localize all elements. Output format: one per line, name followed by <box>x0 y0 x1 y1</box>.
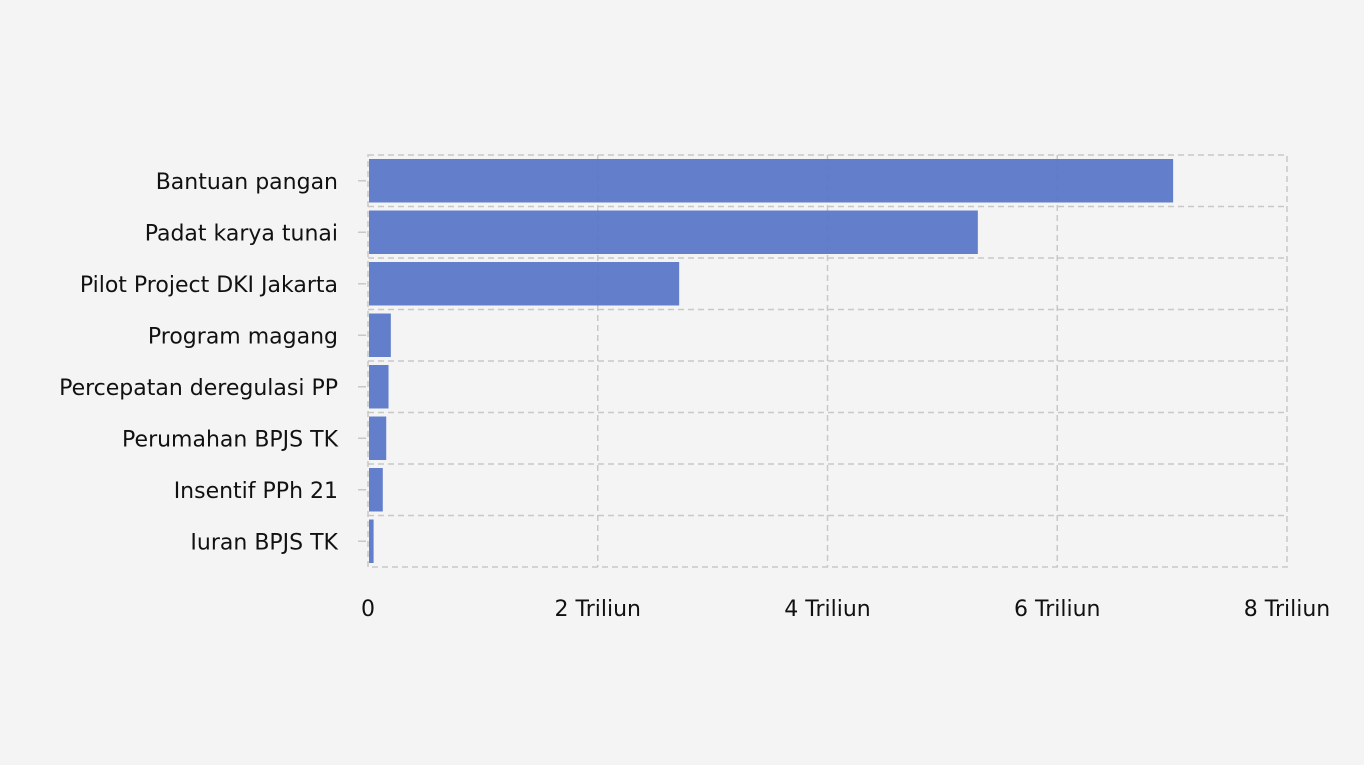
x-tick-label-layer: 0 2 Triliun 4 Triliun 6 Triliun 8 Triliun <box>361 597 1330 622</box>
category-label: Bantuan pangan <box>156 170 338 195</box>
bar <box>369 519 374 563</box>
category-label: Insentif PPh 21 <box>174 479 338 504</box>
bar <box>369 468 383 512</box>
category-label: Pilot Project DKI Jakarta <box>80 273 338 298</box>
category-label: Program magang <box>148 324 338 349</box>
bar <box>369 262 680 306</box>
x-tick-label: 8 Triliun <box>1244 597 1330 622</box>
category-label: Percepatan deregulasi PP <box>59 376 338 401</box>
x-tick-label: 2 Triliun <box>555 597 641 622</box>
bar <box>369 159 1174 203</box>
x-tick-label: 6 Triliun <box>1014 597 1100 622</box>
category-label: Perumahan BPJS TK <box>122 427 339 452</box>
x-tick-label: 4 Triliun <box>784 597 870 622</box>
category-label: Padat karya tunai <box>145 221 338 246</box>
x-tick-label: 0 <box>361 597 375 622</box>
bar <box>369 210 978 254</box>
category-label: Iuran BPJS TK <box>190 530 338 555</box>
grid-layer <box>358 154 1288 568</box>
bar-layer <box>369 159 1174 563</box>
bar <box>369 365 389 409</box>
bar <box>369 313 391 357</box>
category-label-layer: Bantuan pangan Padat karya tunai Pilot Pro… <box>59 170 338 556</box>
bar <box>369 416 387 460</box>
